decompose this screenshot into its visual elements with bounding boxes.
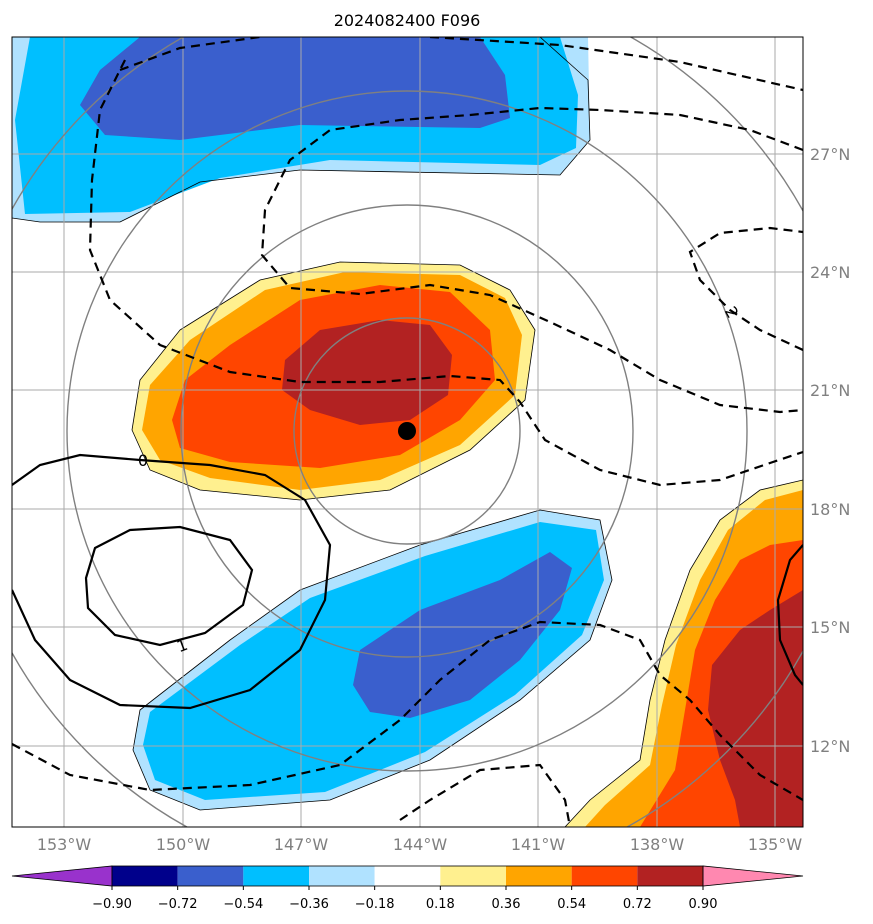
colorbar-tick-label: 0.54: [557, 897, 586, 912]
shade-south-dark: [353, 552, 572, 718]
lon-label: 150°W: [156, 835, 211, 854]
map-frame: [11, 36, 804, 828]
shading-outlines: [12, 37, 803, 827]
colorbar: −0.90 −0.72 −0.54 −0.36 −0.18 0.18 0.36 0.54 0.7…: [11, 865, 804, 912]
colorbar-tick-label: 0.72: [623, 897, 652, 912]
lon-label: 147°W: [274, 835, 329, 854]
colorbar-tick-label: −0.18: [355, 897, 395, 912]
colorbar-segment: [177, 866, 244, 886]
colorbar-segment: [571, 866, 638, 886]
colorbar-segment: [440, 866, 506, 886]
colorbar-extend-high: [702, 865, 804, 887]
colorbar-tick-label: 0.90: [689, 897, 718, 912]
longitude-labels: 153°W 150°W 147°W 144°W 141°W 138°W 135°…: [37, 835, 803, 854]
lat-label: 27°N: [810, 145, 850, 164]
lat-label: 21°N: [810, 381, 850, 400]
lat-label: 18°N: [810, 500, 850, 519]
colorbar-tick-label: −0.72: [158, 897, 198, 912]
colorbar-segment: [112, 866, 178, 886]
lat-label: 24°N: [810, 263, 850, 282]
latitude-labels: 27°N 24°N 21°N 18°N 15°N 12°N: [810, 145, 850, 756]
colorbar-tick-label: 0.36: [492, 897, 521, 912]
colorbar-outline: [111, 865, 704, 887]
colorbar-extend-low: [11, 865, 113, 887]
shade-central-darkred: [282, 320, 452, 425]
map-title: 2024082400 F096: [334, 11, 481, 30]
range-rings: [12, 37, 803, 827]
lon-label: 135°W: [748, 835, 803, 854]
colorbar-tick-label: −0.54: [223, 897, 263, 912]
shade-north-dark: [80, 37, 510, 140]
lat-label: 15°N: [810, 618, 850, 637]
contour-label-zero: 0: [138, 451, 148, 470]
colorbar-segment: [374, 866, 441, 886]
lon-label: 144°W: [393, 835, 448, 854]
storm-center-dot: [398, 422, 416, 440]
colorbar-tick-label: −0.90: [92, 897, 132, 912]
colorbar-segment: [243, 866, 309, 886]
lon-label: 153°W: [37, 835, 92, 854]
gridlines: [12, 37, 803, 827]
dashed-contours: [12, 37, 803, 827]
map-area: 0 1 2: [12, 37, 803, 827]
lon-label: 138°W: [630, 835, 685, 854]
colorbar-segment: [506, 866, 572, 886]
lon-label: 141°W: [511, 835, 566, 854]
solid-contours: [12, 453, 803, 710]
shade-se-darkred: [708, 590, 803, 827]
colorbar-segment: [637, 866, 703, 886]
colorbar-tick-label: 0.18: [426, 897, 455, 912]
colorbar-segment: [309, 866, 375, 886]
colorbar-tick-label: −0.36: [289, 897, 329, 912]
lat-label: 12°N: [810, 737, 850, 756]
